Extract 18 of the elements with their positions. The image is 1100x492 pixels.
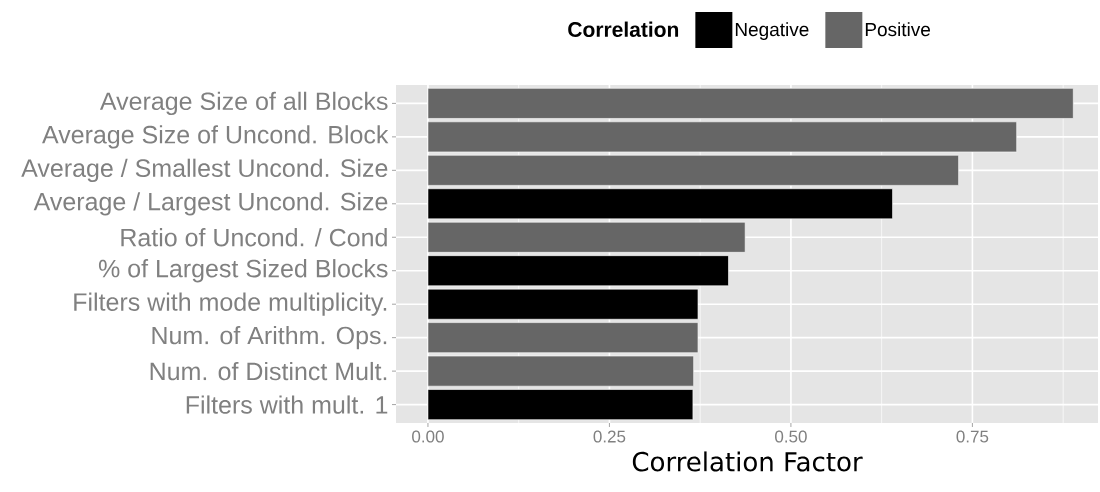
y-tick-label: Average / Largest Uncond. Size: [33, 192, 388, 216]
y-tick-label: Average Size of Uncond. Block: [42, 125, 389, 149]
y-tick-label: Filters with mode multiplicity.: [74, 292, 387, 316]
legend-label: Positive: [865, 22, 931, 37]
y-tick-label: Ratio of Uncond. / Cond: [121, 228, 387, 247]
y-tick-label: Average Size of all Blocks: [99, 91, 388, 116]
y-tick-label: Num. of Distinct Mult.: [150, 361, 387, 381]
y-tick-label: Average / Smallest Uncond. Size: [21, 158, 388, 182]
x-axis-title: Correlation Factor: [632, 451, 863, 472]
x-tick-label: 0.75: [956, 430, 989, 443]
y-tick-label: Filters with mult. 1: [186, 395, 388, 414]
legend-label: Negative: [735, 22, 809, 40]
x-tick-label: 0.50: [775, 430, 807, 443]
y-tick-label: % of Largest Sized Blocks: [98, 259, 388, 283]
x-tick-label: 0.00: [412, 430, 444, 443]
x-tick-label: 0.25: [593, 430, 626, 443]
legend-title: Correlation: [568, 21, 679, 37]
y-tick-label: Num. of Arithm. Ops.: [152, 326, 387, 350]
